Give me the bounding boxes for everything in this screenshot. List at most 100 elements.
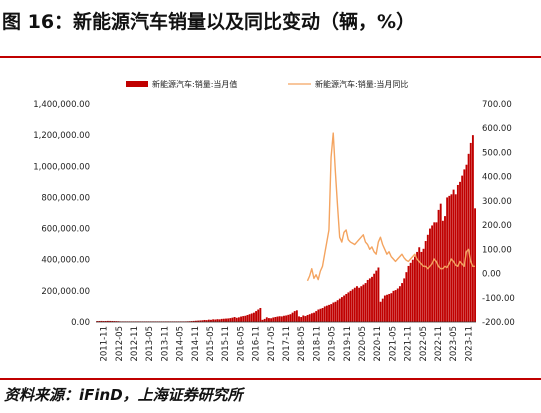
line-path	[306, 132, 475, 282]
legend-bar-swatch	[126, 81, 148, 87]
x-tick-label: 2015-05	[206, 326, 216, 362]
line-series	[306, 132, 475, 282]
bar	[450, 194, 453, 322]
bar	[424, 241, 427, 322]
bar	[203, 319, 206, 322]
bar	[461, 175, 464, 322]
y-right-tick-label: 600.00	[482, 124, 512, 134]
bar	[276, 316, 279, 322]
bar	[463, 169, 466, 322]
y-right-tick-label: 0.00	[482, 270, 501, 280]
bar	[474, 208, 476, 322]
bar	[313, 312, 315, 322]
bar	[300, 317, 303, 322]
bar-series	[96, 135, 476, 322]
x-tick-label: 2018-11	[312, 326, 322, 362]
x-tick-label: 2015-11	[221, 326, 231, 362]
bar	[403, 278, 406, 322]
bar	[407, 265, 410, 322]
bar	[205, 320, 208, 322]
bar	[317, 309, 320, 322]
bar	[268, 318, 270, 322]
bar	[231, 317, 234, 322]
y-left-tick-label: 1,400,000.00	[33, 100, 90, 110]
bar	[456, 184, 459, 322]
bar	[388, 293, 391, 322]
bar	[106, 320, 109, 322]
bar	[302, 315, 305, 322]
bar	[375, 270, 378, 322]
y-axis-right: -200.00 -100.00 0.00 100.00 200.00 300.00 400.…	[482, 100, 515, 328]
bar	[192, 320, 195, 322]
bar	[310, 313, 313, 322]
bar	[411, 259, 414, 322]
bar	[113, 321, 116, 322]
bar	[345, 293, 348, 322]
bar	[98, 320, 101, 322]
x-tick-label: 2021-05	[388, 326, 398, 362]
bar	[454, 194, 457, 322]
bar	[334, 301, 337, 322]
x-tick-label: 2013-05	[145, 326, 155, 362]
bar	[351, 289, 354, 322]
bar	[246, 314, 249, 322]
bar	[242, 316, 245, 322]
x-tick-label: 2023-05	[449, 326, 459, 362]
bar	[227, 318, 230, 322]
bar	[285, 315, 288, 322]
bar	[252, 312, 255, 322]
y-right-tick-label: 400.00	[482, 173, 512, 183]
bar	[212, 319, 215, 322]
bar	[210, 319, 212, 322]
bar	[207, 319, 210, 322]
bar	[298, 316, 300, 322]
y-left-tick-label: 0.00	[71, 318, 90, 328]
x-tick-label: 2012-11	[130, 326, 140, 362]
y-right-tick-label: 700.00	[482, 100, 512, 110]
figure-title: 图 16：新能源汽车销量以及同比变动（辆，%）	[2, 11, 416, 33]
x-tick-label: 2012-05	[115, 326, 125, 362]
bar	[459, 181, 461, 322]
bar	[409, 262, 412, 322]
bar	[439, 203, 442, 322]
bar	[392, 290, 395, 322]
bottom-rule	[0, 378, 541, 380]
bar	[416, 251, 419, 322]
bar	[452, 189, 455, 322]
bar	[115, 321, 118, 322]
bar	[274, 317, 277, 322]
bar	[356, 286, 358, 322]
bar	[270, 318, 273, 322]
bar	[364, 283, 367, 322]
y-left-tick-label: 800,000.00	[41, 193, 90, 203]
bar	[467, 153, 470, 322]
bar	[353, 287, 356, 322]
bar	[257, 309, 260, 322]
bar	[418, 247, 421, 322]
bar	[195, 320, 197, 322]
bar	[280, 316, 283, 322]
bar	[325, 305, 328, 322]
x-tick-label: 2021-11	[404, 326, 414, 362]
y-right-tick-label: 200.00	[482, 221, 512, 231]
bar	[435, 222, 438, 322]
legend-line-label: 新能源汽车:销量:当月同比	[315, 79, 408, 89]
bar	[426, 234, 429, 322]
bar	[429, 228, 431, 322]
x-tick-label: 2017-11	[282, 326, 292, 362]
bar	[338, 298, 341, 322]
bar	[381, 298, 384, 322]
bar	[293, 311, 296, 322]
bar	[306, 314, 309, 322]
bar	[366, 279, 369, 322]
bar	[405, 272, 408, 322]
bar	[222, 318, 225, 322]
y-left-tick-label: 600,000.00	[41, 225, 90, 235]
y-right-tick-label: -200.00	[482, 318, 515, 328]
bar	[261, 319, 264, 322]
bar	[109, 320, 112, 322]
bar	[332, 302, 335, 322]
bar	[431, 225, 434, 322]
bar	[328, 304, 331, 322]
y-right-tick-label: 300.00	[482, 197, 512, 207]
